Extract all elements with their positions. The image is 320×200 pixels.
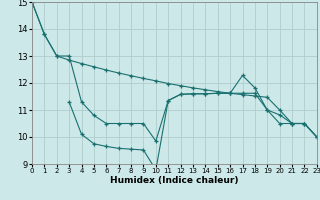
X-axis label: Humidex (Indice chaleur): Humidex (Indice chaleur) <box>110 176 239 185</box>
